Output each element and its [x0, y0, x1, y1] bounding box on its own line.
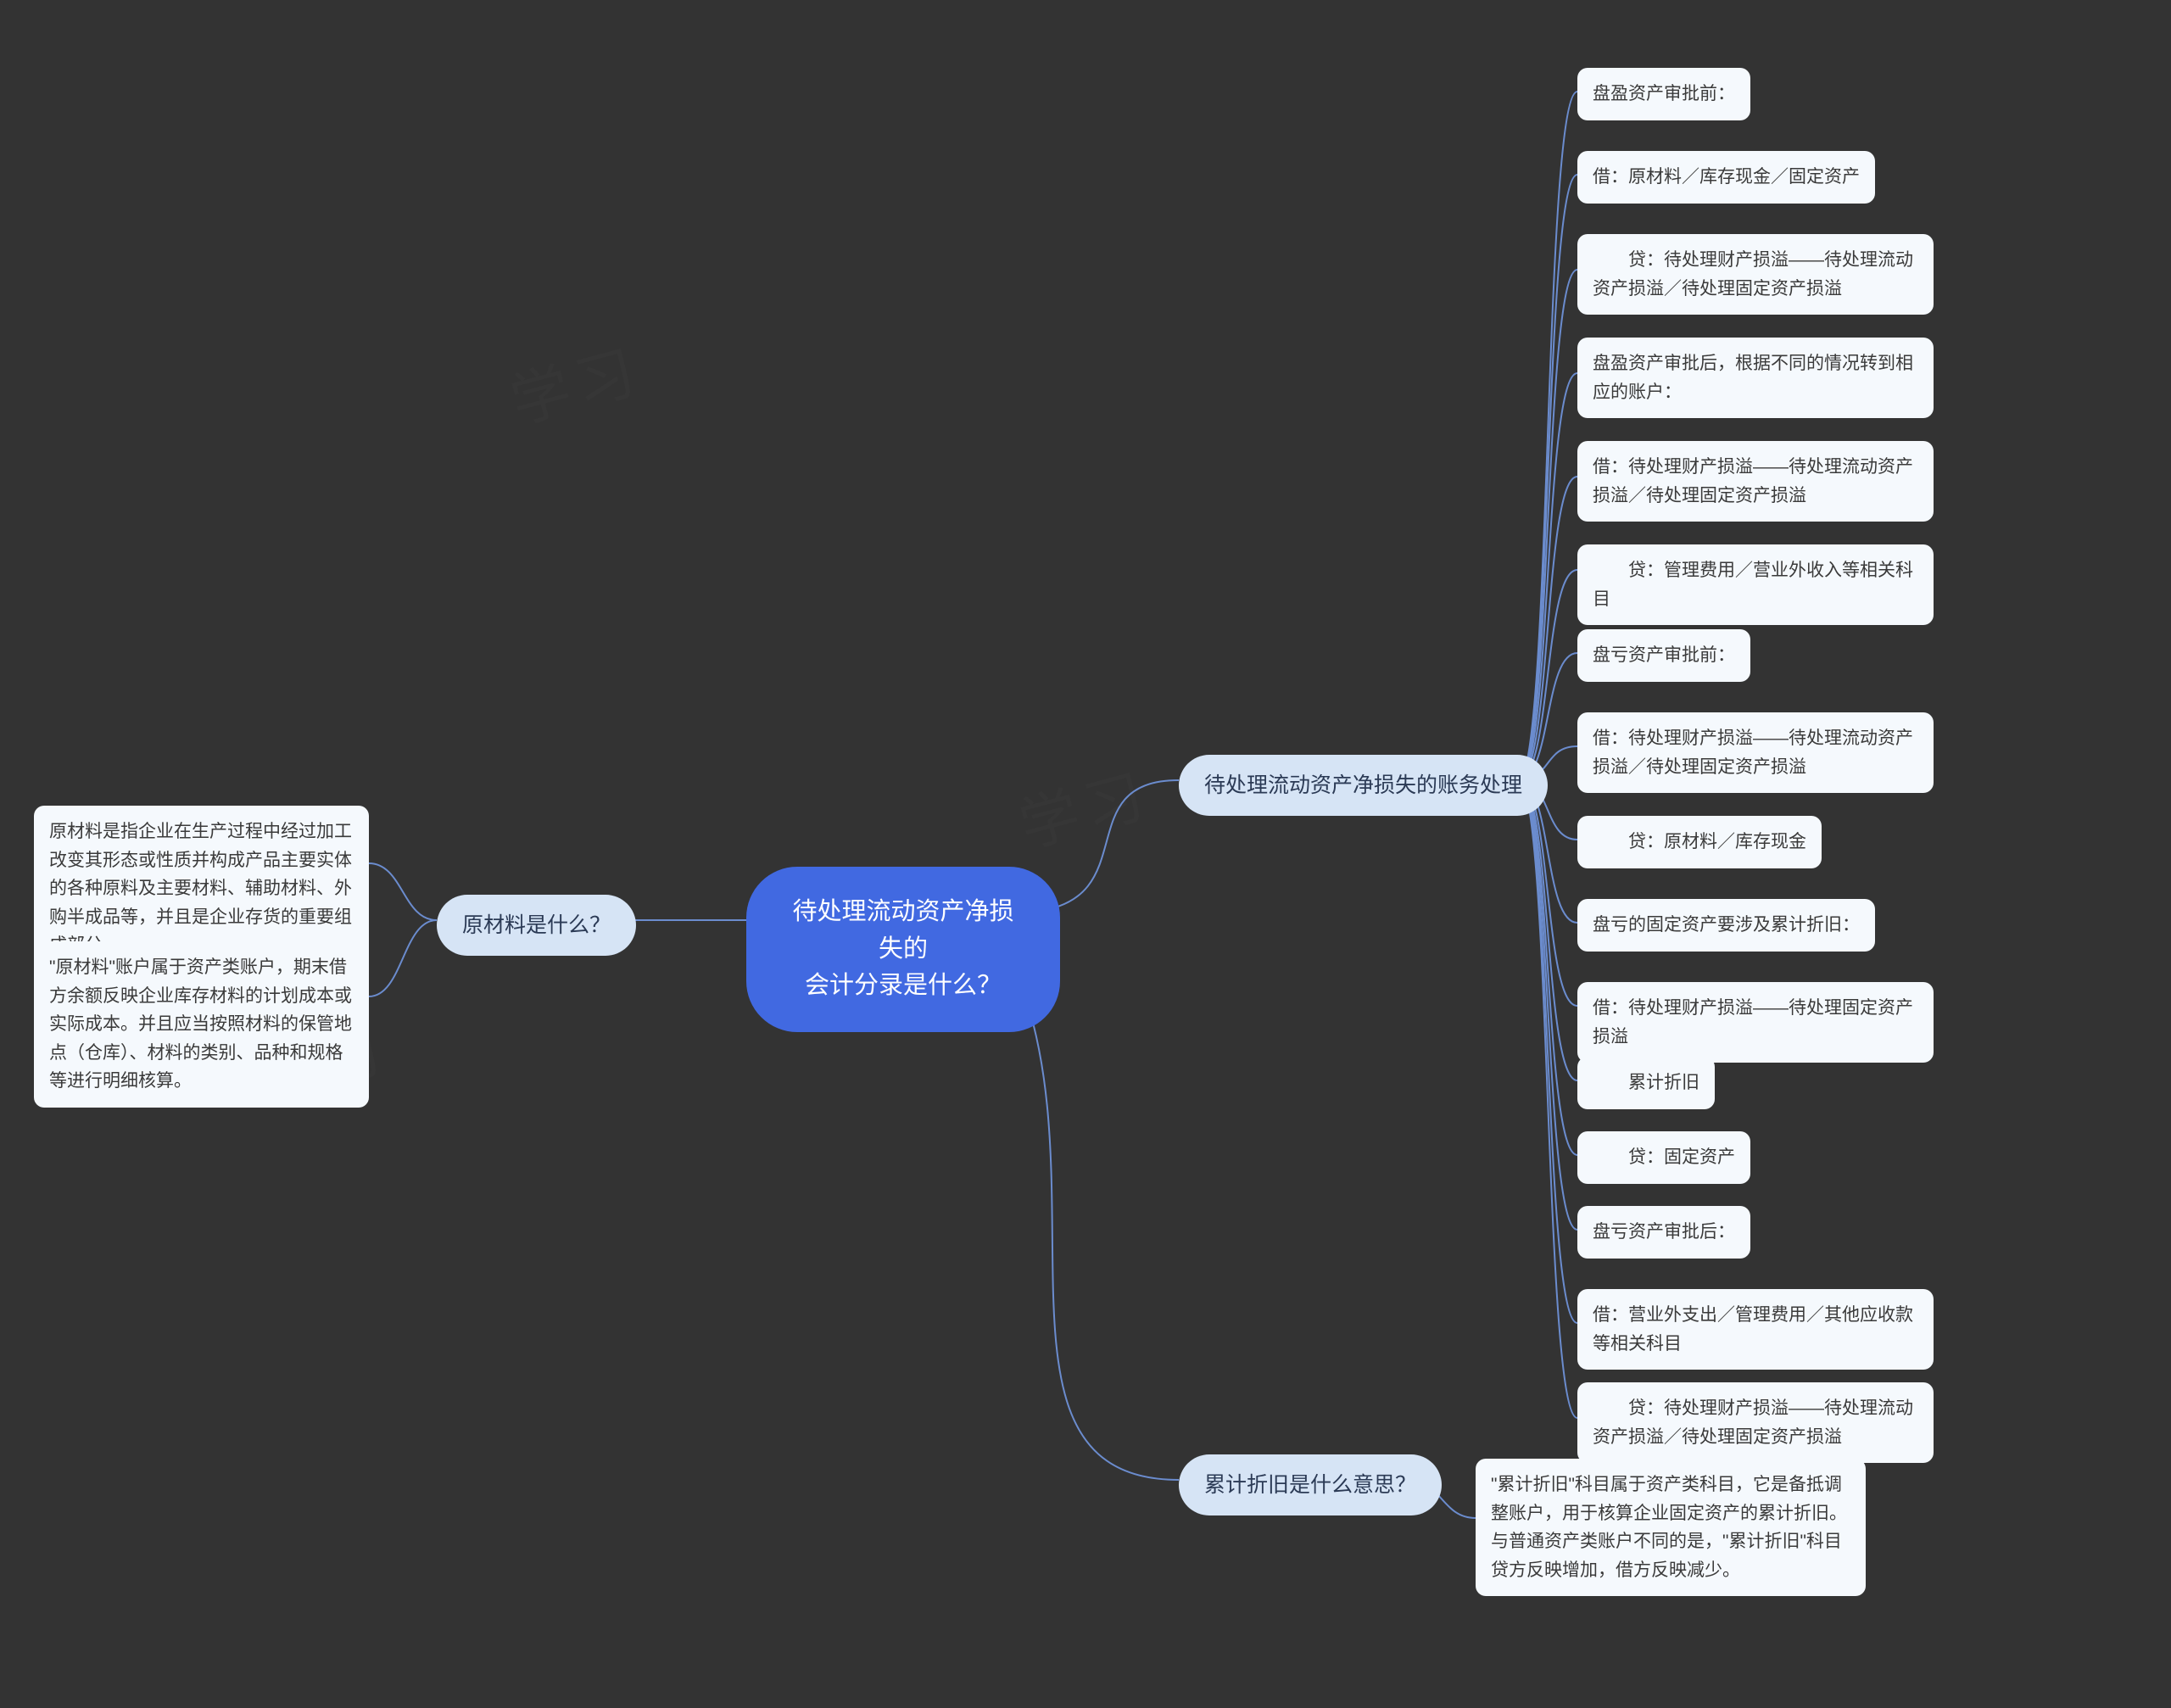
leaf-b1-3: 盘盈资产审批后，根据不同的情况转到相应的账户： — [1577, 338, 1934, 418]
leaf-b1-6: 盘亏资产审批前： — [1577, 629, 1750, 682]
watermark: 学习 — [1009, 748, 1159, 865]
branch-2: 累计折旧是什么意思？ — [1179, 1454, 1442, 1515]
branch-1: 待处理流动资产净损失的账务处理 — [1179, 755, 1548, 816]
leaf-b1-12: 贷：固定资产 — [1577, 1131, 1750, 1184]
branch-1-label: 待处理流动资产净损失的账务处理 — [1204, 773, 1522, 797]
leaf-b1-13: 盘亏资产审批后： — [1577, 1206, 1750, 1259]
leaf-b2-0: "累计折旧"科目属于资产类科目，它是备抵调整账户，用于核算企业固定资产的累计折旧… — [1476, 1459, 1866, 1596]
leaf-b1-15: 贷：待处理财产损溢——待处理流动资产损溢／待处理固定资产损溢 — [1577, 1382, 1934, 1463]
leaf-b1-5: 贷：管理费用／营业外收入等相关科目 — [1577, 544, 1934, 625]
leaf-b1-7: 借：待处理财产损溢——待处理流动资产损溢／待处理固定资产损溢 — [1577, 712, 1934, 793]
branch-2-label: 累计折旧是什么意思？ — [1204, 1473, 1416, 1497]
leaf-b1-11: 累计折旧 — [1577, 1057, 1715, 1109]
leaf-b3-1: "原材料"账户属于资产类账户，期末借方余额反映企业库存材料的计划成本或实际成本。… — [34, 941, 369, 1108]
leaf-b1-8: 贷：原材料／库存现金 — [1577, 816, 1822, 868]
leaf-b1-1: 借：原材料／库存现金／固定资产 — [1577, 151, 1875, 204]
root-line2: 会计分录是什么？ — [784, 968, 1023, 1005]
root-line1: 待处理流动资产净损失的 — [784, 894, 1023, 968]
leaf-b1-10: 借：待处理财产损溢——待处理固定资产损溢 — [1577, 982, 1934, 1063]
leaf-b1-2: 贷：待处理财产损溢——待处理流动资产损溢／待处理固定资产损溢 — [1577, 234, 1934, 315]
branch-3: 原材料是什么？ — [437, 895, 636, 956]
root-node: 待处理流动资产净损失的 会计分录是什么？ — [746, 867, 1060, 1032]
branch-3-label: 原材料是什么？ — [462, 913, 611, 937]
watermark: 学习 — [500, 324, 650, 441]
leaf-b1-9: 盘亏的固定资产要涉及累计折旧： — [1577, 899, 1875, 952]
leaf-b1-4: 借：待处理财产损溢——待处理流动资产损溢／待处理固定资产损溢 — [1577, 441, 1934, 522]
leaf-b1-0: 盘盈资产审批前： — [1577, 68, 1750, 120]
leaf-b1-14: 借：营业外支出／管理费用／其他应收款等相关科目 — [1577, 1289, 1934, 1370]
